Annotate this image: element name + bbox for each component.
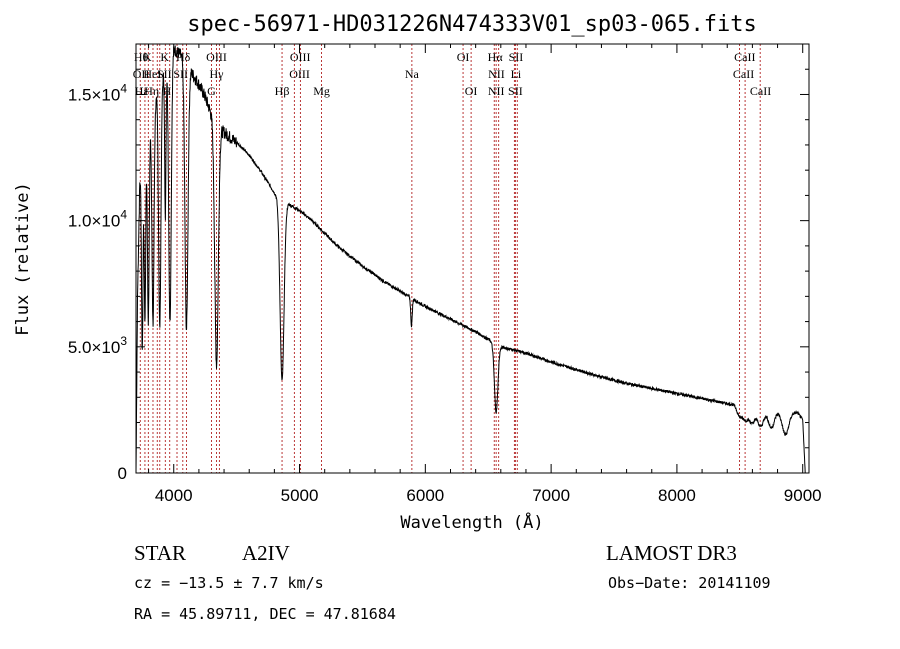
chart-title: spec-56971-HD031226N474333V01_sp03-065.f… [187,12,757,37]
y-tick-label: 1.0×104 [68,208,127,231]
line-label: K [143,50,152,64]
y-tick-label: 1.5×104 [68,81,127,104]
object-subclass: A2IV [242,541,290,565]
line-label: CaII [734,50,755,64]
line-label: OII [133,67,150,81]
x-tick-label: 6000 [406,486,444,505]
line-label: Hβ [275,84,290,98]
line-label: OIII [289,67,310,81]
redshift-cz: cz = −13.5 ± 7.7 km/s [134,574,324,592]
line-label: G [207,84,216,98]
obs-date: Obs−Date: 20141109 [608,574,771,592]
x-tick-label: 4000 [155,486,193,505]
line-label: CaII [750,84,771,98]
line-label: Hγ [210,67,225,81]
line-label: SII [508,84,523,98]
y-tick-label: 0 [118,464,127,483]
line-label: Hα [488,50,504,64]
y-tick-exponent: 4 [120,81,127,95]
line-label: SII [509,50,524,64]
spectrum-line [135,45,806,474]
line-label: Na [405,67,420,81]
x-tick-label: 5000 [281,486,319,505]
y-axis-label: Flux (relative) [13,182,33,336]
line-label: HeI [143,67,161,81]
y-tick-exponent: 4 [120,208,127,222]
line-label: OIII [206,50,227,64]
line-label: Hη [144,84,159,98]
line-label: SII [173,67,188,81]
line-label: CaII [733,67,754,81]
line-label: OI [457,50,470,64]
line-label: NII [488,84,505,98]
line-label: SII [157,67,172,81]
line-label: OI [465,84,478,98]
line-label: K [160,50,169,64]
survey-name: LAMOST DR3 [606,541,737,565]
x-axis-ticks: 4000 5000 6000 7000 8000 9000 [148,44,822,505]
coordinates: RA = 45.89711, DEC = 47.81684 [134,605,396,623]
x-tick-label: 7000 [532,486,570,505]
object-class: STAR [134,541,186,565]
line-label: Li [511,67,522,81]
line-label: Hθ [134,50,149,64]
x-axis-label: Wavelength (Å) [400,511,543,533]
y-tick-exponent: 3 [120,334,127,348]
y-tick-label: 5.0×103 [68,334,127,357]
plot-frame [135,43,810,474]
line-markers [139,44,761,473]
line-label: NII [488,67,505,81]
x-tick-label: 9000 [784,486,822,505]
line-label: OIII [290,50,311,64]
line-label: Mg [313,84,330,98]
x-tick-label: 8000 [658,486,696,505]
y-axis-ticks: 0 5.0×103 1.0×104 1.5×104 [68,68,809,483]
